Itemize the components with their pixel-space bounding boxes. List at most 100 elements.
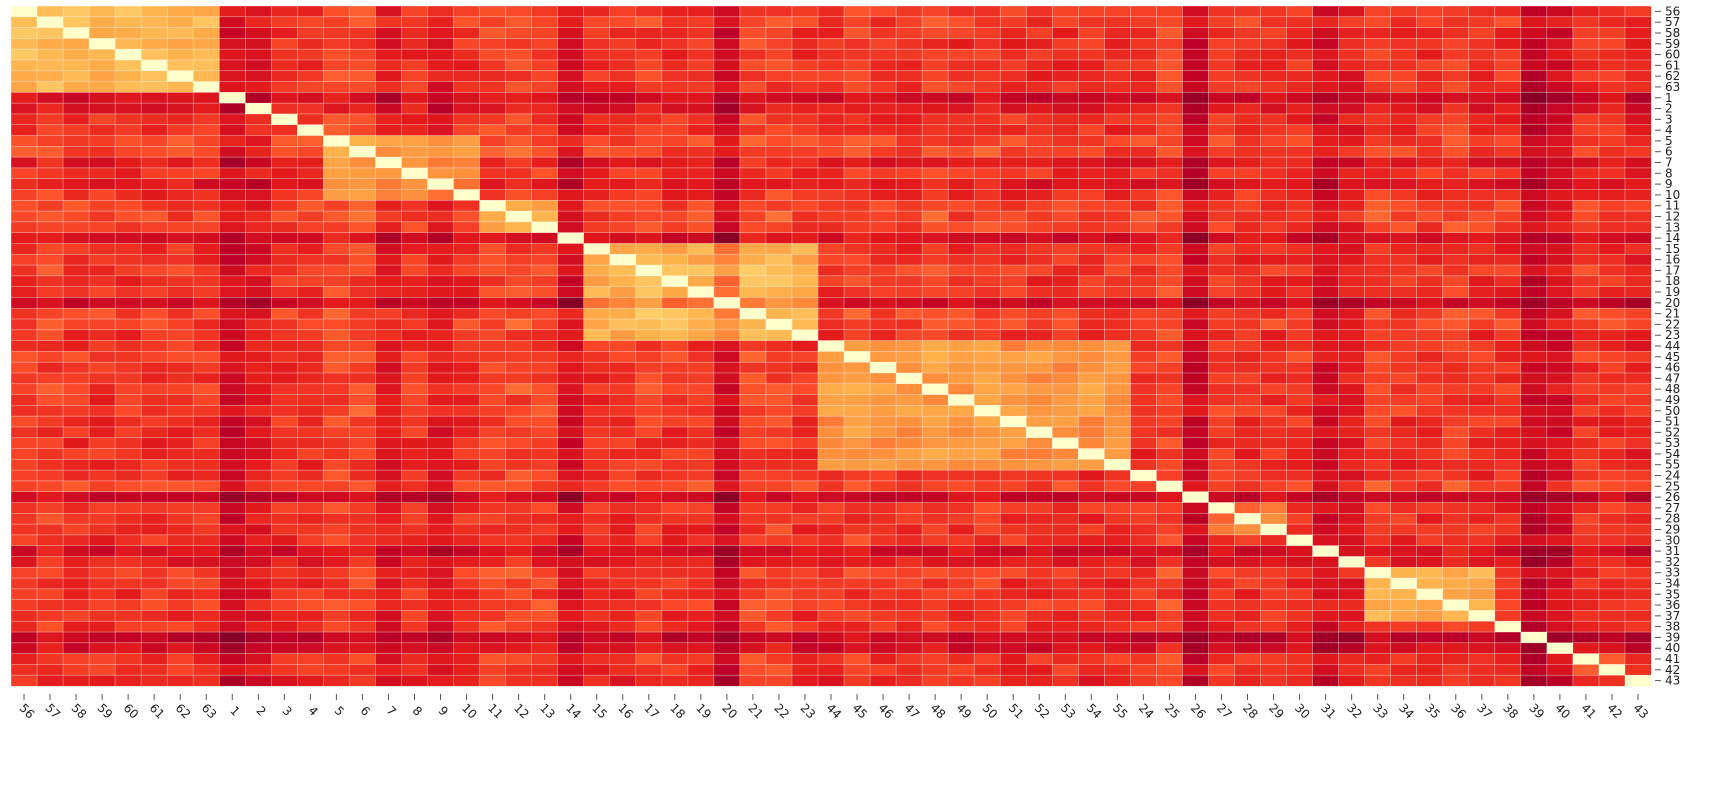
heatmap-cell-49-9 — [427, 394, 455, 406]
heatmap-cell-27-37 — [1468, 502, 1496, 514]
heatmap-cell-50-30 — [1286, 405, 1314, 417]
heatmap-cell-40-17 — [635, 642, 663, 655]
heatmap-cell-18-35 — [1416, 275, 1444, 288]
heatmap-cell-5-11 — [479, 135, 507, 147]
heatmap-cell-4-61 — [140, 124, 168, 137]
heatmap-cell-46-41 — [1572, 361, 1600, 374]
heatmap-cell-59-44 — [817, 38, 845, 50]
heatmap-cell-20-46 — [869, 297, 897, 309]
heatmap-cell-25-24 — [1130, 480, 1157, 493]
heatmap-cell-10-53 — [1051, 189, 1079, 201]
heatmap-cell-6-3 — [271, 146, 298, 158]
heatmap-cell-27-32 — [1338, 502, 1366, 514]
heatmap-cell-27-24 — [1130, 502, 1157, 514]
heatmap-cell-18-39 — [1520, 275, 1548, 288]
heatmap-cell-25-22 — [765, 480, 793, 493]
heatmap-cell-45-3 — [271, 351, 298, 363]
heatmap-cell-53-28 — [1234, 437, 1262, 450]
heatmap-cell-10-10 — [453, 189, 481, 201]
heatmap-cell-47-25 — [1156, 372, 1184, 385]
heatmap-cell-48-3 — [271, 383, 298, 396]
heatmap-cell-1-58 — [62, 92, 90, 104]
heatmap-cell-3-25 — [1156, 113, 1184, 126]
heatmap-cell-57-12 — [505, 16, 533, 29]
heatmap-cell-28-29 — [1260, 512, 1288, 525]
heatmap-cell-49-22 — [765, 394, 793, 406]
heatmap-cell-29-30 — [1286, 523, 1314, 536]
heatmap-cell-17-44 — [817, 264, 845, 277]
x-tick-label: 27 — [1214, 701, 1235, 722]
heatmap-cell-54-28 — [1234, 448, 1262, 460]
heatmap-cell-61-46 — [869, 59, 897, 72]
heatmap-cell-60-54 — [1078, 48, 1105, 61]
heatmap-cell-13-45 — [843, 221, 871, 234]
heatmap-cell-16-25 — [1156, 253, 1184, 266]
heatmap-cell-38-30 — [1286, 620, 1314, 633]
heatmap-cell-28-63 — [192, 512, 220, 525]
heatmap-cell-2-46 — [869, 102, 897, 115]
heatmap-cell-32-31 — [1312, 556, 1340, 568]
heatmap-cell-29-42 — [1598, 523, 1626, 536]
heatmap-cell-37-5 — [323, 610, 351, 622]
heatmap-cell-25-20 — [713, 480, 741, 493]
heatmap-cell-17-11 — [479, 264, 507, 277]
heatmap-cell-46-27 — [1208, 361, 1236, 374]
heatmap-cell-55-63 — [192, 459, 220, 471]
heatmap-cell-39-48 — [921, 631, 949, 644]
heatmap-cell-48-57 — [36, 383, 64, 396]
heatmap-cell-13-36 — [1442, 221, 1470, 234]
heatmap-cell-53-27 — [1208, 437, 1236, 450]
heatmap-cell-14-28 — [1234, 232, 1262, 245]
heatmap-cell-29-13 — [531, 523, 559, 536]
heatmap-cell-4-8 — [401, 124, 429, 137]
heatmap-cell-60-61 — [140, 48, 168, 61]
heatmap-cell-35-43 — [1624, 588, 1652, 601]
heatmap-cell-10-18 — [661, 189, 689, 201]
heatmap-cell-15-10 — [453, 243, 481, 255]
heatmap-cell-17-50 — [973, 264, 1001, 277]
heatmap-cell-63-32 — [1338, 81, 1366, 93]
heatmap-cell-1-9 — [427, 92, 455, 104]
heatmap-cell-8-37 — [1468, 167, 1496, 180]
heatmap-cell-22-16 — [609, 318, 637, 331]
heatmap-cell-53-49 — [947, 437, 975, 450]
heatmap-cell-25-25 — [1156, 480, 1184, 493]
heatmap-cell-50-37 — [1468, 405, 1496, 417]
heatmap-cell-53-63 — [192, 437, 220, 450]
heatmap-cell-53-34 — [1390, 437, 1418, 450]
heatmap-cell-10-62 — [166, 189, 194, 201]
heatmap-cell-49-39 — [1520, 394, 1548, 406]
heatmap-cell-56-33 — [1364, 5, 1392, 18]
heatmap-cell-40-47 — [895, 642, 923, 655]
heatmap-cell-8-4 — [297, 167, 324, 180]
heatmap-cell-11-31 — [1312, 199, 1340, 212]
heatmap-cell-31-13 — [531, 545, 559, 558]
heatmap-cell-23-58 — [62, 329, 90, 342]
heatmap-cell-25-23 — [791, 480, 819, 493]
heatmap-cell-56-32 — [1338, 5, 1366, 18]
heatmap-cell-40-48 — [921, 642, 949, 655]
heatmap-cell-27-14 — [557, 502, 585, 514]
heatmap-cell-2-10 — [453, 102, 481, 115]
heatmap-cell-13-25 — [1156, 221, 1184, 234]
heatmap-cell-63-53 — [1051, 81, 1079, 93]
heatmap-cell-26-51 — [999, 491, 1027, 504]
heatmap-cell-43-25 — [1156, 674, 1184, 687]
heatmap-cell-23-32 — [1338, 329, 1366, 342]
y-tick-label: 32 — [1665, 555, 1680, 569]
heatmap-cell-28-42 — [1598, 512, 1626, 525]
heatmap-cell-40-29 — [1260, 642, 1288, 655]
heatmap-cell-61-17 — [635, 59, 663, 72]
heatmap-cell-43-3 — [271, 674, 298, 687]
heatmap-cell-4-37 — [1468, 124, 1496, 137]
heatmap-cell-15-6 — [349, 243, 377, 255]
heatmap-cell-23-46 — [869, 329, 897, 342]
heatmap-cell-13-29 — [1260, 221, 1288, 234]
heatmap-cell-16-44 — [817, 253, 845, 266]
heatmap-cell-39-36 — [1442, 631, 1470, 644]
heatmap-cell-28-56 — [10, 512, 38, 525]
heatmap-cell-30-33 — [1364, 534, 1392, 547]
heatmap-cell-2-3 — [271, 102, 298, 115]
heatmap-cell-21-48 — [921, 307, 949, 320]
heatmap-cell-33-58 — [62, 566, 90, 579]
